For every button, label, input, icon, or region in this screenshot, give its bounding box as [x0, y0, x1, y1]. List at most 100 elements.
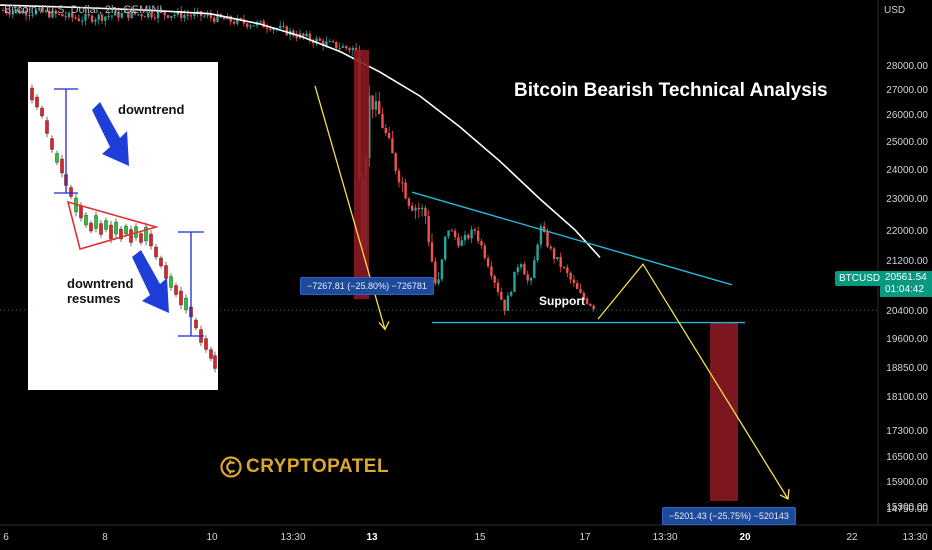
price-tick-label: 28000.00 — [886, 61, 928, 72]
candle — [312, 38, 315, 48]
candle — [209, 9, 213, 22]
candle — [1, 7, 5, 12]
candle — [374, 92, 378, 118]
measure-box-projected-drop — [710, 322, 738, 501]
candle — [427, 209, 430, 247]
candle — [137, 13, 140, 17]
candle — [163, 11, 166, 20]
candle — [236, 14, 239, 26]
candle — [510, 290, 513, 298]
candle — [28, 12, 31, 21]
time-tick-label: 17 — [579, 532, 591, 543]
candle — [417, 202, 420, 219]
candle — [302, 32, 305, 41]
candle — [371, 95, 374, 119]
price-tick-label: 16500.00 — [886, 452, 928, 463]
candle — [186, 9, 189, 21]
inset-candle — [129, 225, 133, 247]
inset-candle — [194, 317, 198, 331]
price-tick-label: 22000.00 — [886, 226, 928, 237]
candle — [64, 12, 67, 21]
candle — [496, 278, 500, 296]
inset-candle — [40, 105, 44, 119]
candle — [348, 46, 351, 53]
inset-candle — [184, 294, 188, 314]
candle — [246, 22, 249, 30]
candle — [34, 8, 38, 16]
candle — [104, 16, 107, 27]
bear-flag-diagram — [30, 84, 217, 373]
logo-text: CRYPTOPATEL — [246, 456, 390, 477]
candle — [67, 11, 71, 20]
candle — [552, 246, 556, 264]
candle — [576, 279, 579, 290]
candle — [285, 25, 288, 36]
inset-candle — [114, 218, 118, 238]
last-price-value: 20561.54 — [885, 272, 927, 283]
candle — [440, 258, 444, 282]
inset-candle — [84, 212, 88, 228]
candle — [387, 126, 391, 140]
candle — [513, 271, 516, 292]
time-tick-label: 6 — [3, 532, 9, 543]
projection-line-target — [597, 263, 789, 500]
candle — [424, 205, 427, 225]
candle — [31, 12, 34, 18]
candle — [81, 16, 84, 26]
price-tick-label: 27000.00 — [886, 85, 928, 96]
candle — [463, 230, 467, 246]
candle — [579, 283, 582, 294]
price-tick-label: 24000.00 — [886, 165, 928, 176]
time-tick-label: 8 — [102, 532, 108, 543]
price-tick-label: 26000.00 — [886, 110, 928, 121]
candle — [467, 233, 470, 241]
time-tick-label: 13 — [366, 532, 378, 543]
price-tick-label: 18100.00 — [886, 392, 928, 403]
candle — [420, 204, 424, 217]
candle — [279, 20, 282, 31]
candle — [252, 25, 255, 27]
candle — [328, 38, 331, 43]
candle — [51, 8, 54, 19]
symbol-label[interactable]: Bitcoin / U.S. Dollar, 2h, GEMINI — [4, 4, 163, 16]
candle — [486, 255, 490, 268]
price-tick-label: 20400.00 — [886, 306, 928, 317]
candle — [437, 272, 440, 286]
candle — [480, 239, 483, 249]
measure-label-first-drop: −7267.81 (−25.80%) −726781 — [300, 277, 434, 295]
time-tick-label: 22 — [846, 532, 858, 543]
time-tick-label: 13:30 — [652, 532, 678, 543]
currency-label: USD — [884, 5, 906, 16]
inset-candle — [154, 244, 158, 260]
candle — [341, 43, 345, 49]
inset-candle — [99, 220, 103, 238]
chart-title: Bitcoin Bearish Technical Analysis — [514, 80, 828, 101]
candle — [282, 21, 285, 29]
candle — [308, 30, 312, 44]
cryptopatel-logo: CRYPTOPATEL — [220, 455, 389, 479]
inset-candle — [104, 217, 108, 233]
candle — [71, 10, 74, 23]
inset-candle — [89, 220, 93, 234]
candle — [48, 5, 51, 19]
candle — [87, 10, 90, 19]
candle — [470, 225, 473, 244]
candle — [57, 13, 61, 16]
candle — [460, 236, 463, 247]
descending-resistance-line — [411, 191, 733, 286]
inset-candle — [169, 273, 173, 291]
measure-label-projected-drop: −5201.43 (−25.75%) −520143 — [662, 507, 796, 525]
candle — [378, 91, 381, 115]
candle — [549, 244, 552, 251]
candle — [140, 12, 143, 21]
candle — [450, 228, 453, 232]
candle — [569, 271, 572, 284]
down-arrow-icon — [132, 250, 169, 313]
candle — [150, 10, 153, 20]
candle — [262, 18, 265, 28]
candle — [114, 9, 117, 16]
candle — [265, 23, 269, 34]
inset-candle — [119, 226, 123, 242]
candle — [539, 223, 543, 249]
